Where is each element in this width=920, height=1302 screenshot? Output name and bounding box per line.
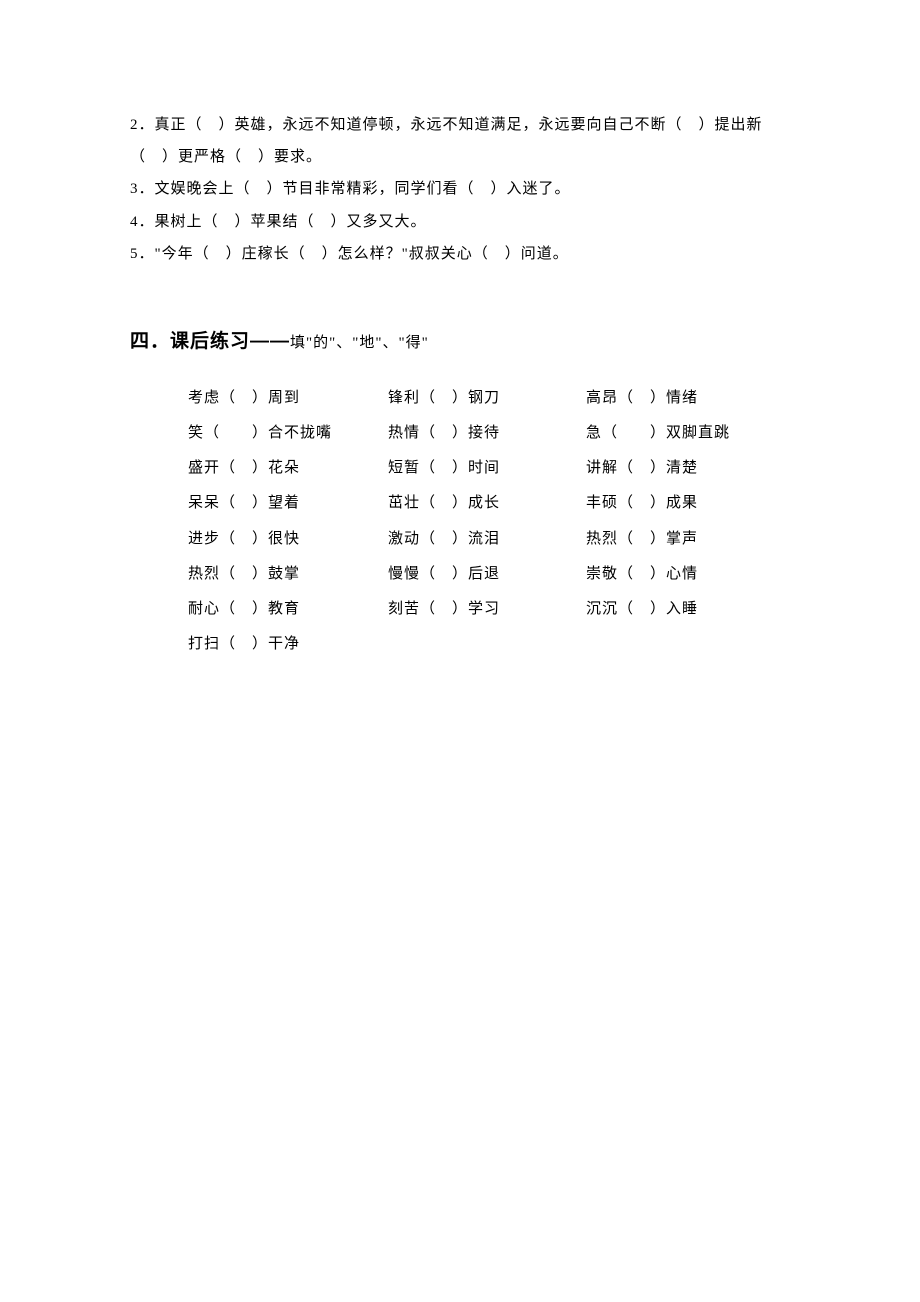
sentence-5: 5．"今年（ ）庄稼长（ ）怎么样？"叔叔关心（ ）问道。	[130, 239, 795, 271]
exercise-cell: 热烈（ ）鼓掌	[188, 557, 388, 592]
exercise-cell: 呆呆（ ）望着	[188, 486, 388, 521]
exercise-cell: 急（ ）双脚直跳	[586, 416, 786, 451]
sentence-2: 2．真正（ ）英雄，永远不知道停顿，永远不知道满足，永远要向自己不断（ ）提出新…	[130, 110, 795, 173]
exercise-cell: 茁壮（ ）成长	[388, 486, 586, 521]
exercise-cell: 热情（ ）接待	[388, 416, 586, 451]
exercise-cell: 短暂（ ）时间	[388, 451, 586, 486]
exercise-table: 考虑（ ）周到 锋利（ ）钢刀 高昂（ ）情绪 笑（ ）合不拢嘴 热情（ ）接待…	[188, 381, 795, 663]
exercise-cell: 慢慢（ ）后退	[388, 557, 586, 592]
exercise-cell: 笑（ ）合不拢嘴	[188, 416, 388, 451]
exercise-row: 笑（ ）合不拢嘴 热情（ ）接待 急（ ）双脚直跳	[188, 416, 795, 451]
exercise-cell: 打扫（ ）干净	[188, 627, 388, 662]
heading-rest: 填"的"、"地"、"得"	[290, 335, 429, 351]
heading-bold: 四．课后练习——	[130, 331, 290, 352]
exercise-cell: 考虑（ ）周到	[188, 381, 388, 416]
section-4-heading: 四．课后练习——填"的"、"地"、"得"	[130, 326, 795, 353]
exercise-cell: 盛开（ ）花朵	[188, 451, 388, 486]
exercise-cell: 锋利（ ）钢刀	[388, 381, 586, 416]
exercise-cell: 热烈（ ）掌声	[586, 522, 786, 557]
sentence-3: 3．文娱晚会上（ ）节目非常精彩，同学们看（ ）入迷了。	[130, 174, 795, 206]
exercise-cell: 激动（ ）流泪	[388, 522, 586, 557]
exercise-cell: 沉沉（ ）入睡	[586, 592, 786, 627]
exercise-cell	[586, 627, 786, 662]
sentence-4: 4．果树上（ ）苹果结（ ）又多又大。	[130, 207, 795, 239]
exercise-cell: 耐心（ ）教育	[188, 592, 388, 627]
exercise-row: 盛开（ ）花朵 短暂（ ）时间 讲解（ ）清楚	[188, 451, 795, 486]
exercise-cell: 刻苦（ ）学习	[388, 592, 586, 627]
exercise-cell: 高昂（ ）情绪	[586, 381, 786, 416]
exercise-row: 呆呆（ ）望着 茁壮（ ）成长 丰硕（ ）成果	[188, 486, 795, 521]
exercise-cell: 讲解（ ）清楚	[586, 451, 786, 486]
exercise-row: 热烈（ ）鼓掌 慢慢（ ）后退 崇敬（ ）心情	[188, 557, 795, 592]
exercise-row: 打扫（ ）干净	[188, 627, 795, 662]
exercise-row: 进步（ ）很快 激动（ ）流泪 热烈（ ）掌声	[188, 522, 795, 557]
exercise-row: 考虑（ ）周到 锋利（ ）钢刀 高昂（ ）情绪	[188, 381, 795, 416]
exercise-cell: 丰硕（ ）成果	[586, 486, 786, 521]
exercise-cell	[388, 627, 586, 662]
exercise-row: 耐心（ ）教育 刻苦（ ）学习 沉沉（ ）入睡	[188, 592, 795, 627]
exercise-cell: 进步（ ）很快	[188, 522, 388, 557]
exercise-cell: 崇敬（ ）心情	[586, 557, 786, 592]
